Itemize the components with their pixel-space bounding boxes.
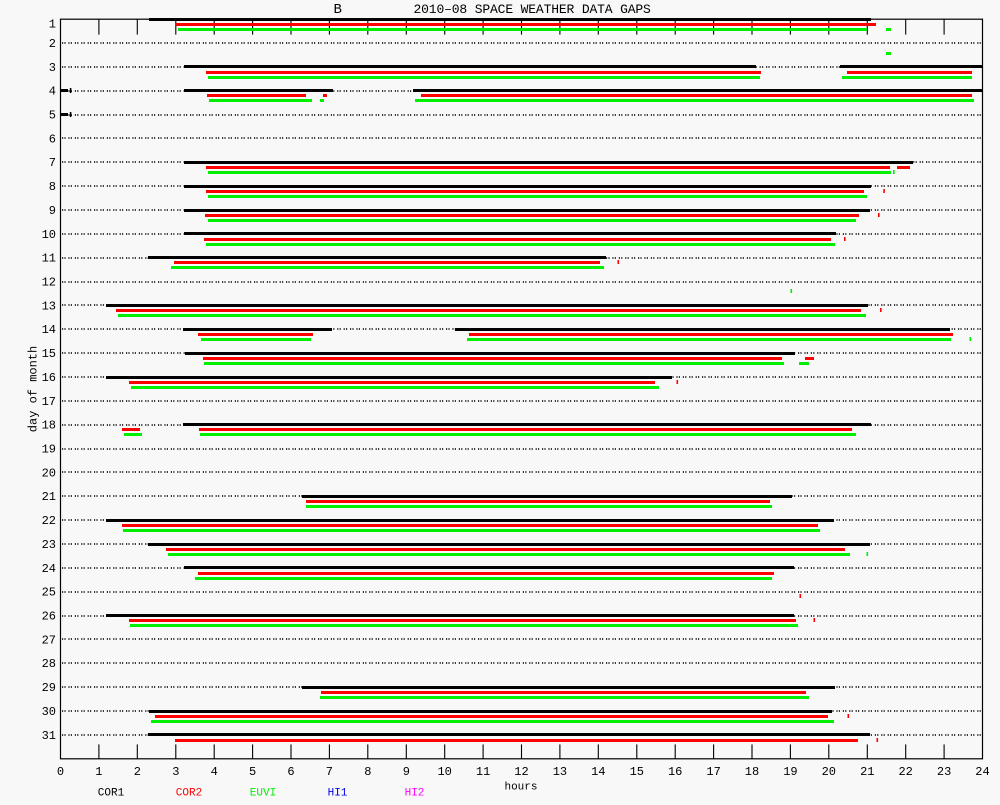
svg-text:7: 7 bbox=[49, 156, 56, 170]
svg-text:COR1: COR1 bbox=[98, 787, 125, 799]
svg-text:17: 17 bbox=[42, 395, 56, 409]
svg-text:9: 9 bbox=[49, 204, 56, 218]
svg-text:26: 26 bbox=[42, 610, 56, 624]
svg-text:4: 4 bbox=[49, 85, 56, 99]
svg-text:2010–08 SPACE WEATHER DATA GAP: 2010–08 SPACE WEATHER DATA GAPS bbox=[414, 2, 652, 17]
svg-text:3: 3 bbox=[49, 61, 56, 75]
svg-text:21: 21 bbox=[860, 765, 874, 779]
svg-text:14: 14 bbox=[591, 765, 605, 779]
svg-text:COR2: COR2 bbox=[176, 787, 202, 799]
svg-text:11: 11 bbox=[476, 765, 490, 779]
svg-text:6: 6 bbox=[49, 132, 56, 146]
svg-text:25: 25 bbox=[42, 586, 56, 600]
svg-text:17: 17 bbox=[706, 765, 720, 779]
svg-text:20: 20 bbox=[822, 765, 836, 779]
svg-text:12: 12 bbox=[42, 276, 56, 290]
svg-text:5: 5 bbox=[49, 109, 56, 123]
svg-text:5: 5 bbox=[249, 765, 256, 779]
svg-text:24: 24 bbox=[42, 562, 56, 576]
svg-text:15: 15 bbox=[630, 765, 644, 779]
svg-text:10: 10 bbox=[437, 765, 451, 779]
svg-text:HI1: HI1 bbox=[328, 787, 348, 799]
svg-text:18: 18 bbox=[745, 765, 759, 779]
svg-text:6: 6 bbox=[287, 765, 294, 779]
svg-text:11: 11 bbox=[42, 252, 56, 266]
svg-text:23: 23 bbox=[937, 765, 951, 779]
svg-text:20: 20 bbox=[42, 466, 56, 480]
svg-text:day of month: day of month bbox=[27, 346, 41, 432]
svg-text:7: 7 bbox=[326, 765, 333, 779]
svg-text:28: 28 bbox=[42, 657, 56, 671]
svg-text:0: 0 bbox=[57, 765, 64, 779]
svg-text:2: 2 bbox=[134, 765, 141, 779]
svg-text:hours: hours bbox=[504, 782, 537, 794]
svg-text:13: 13 bbox=[553, 765, 567, 779]
svg-text:8: 8 bbox=[49, 180, 56, 194]
svg-text:9: 9 bbox=[403, 765, 410, 779]
svg-text:16: 16 bbox=[42, 371, 56, 385]
svg-text:13: 13 bbox=[42, 299, 56, 313]
svg-text:22: 22 bbox=[898, 765, 912, 779]
svg-text:8: 8 bbox=[364, 765, 371, 779]
svg-text:16: 16 bbox=[668, 765, 682, 779]
svg-text:19: 19 bbox=[783, 765, 797, 779]
svg-text:19: 19 bbox=[42, 443, 56, 457]
svg-text:HI2: HI2 bbox=[405, 787, 425, 799]
svg-text:3: 3 bbox=[172, 765, 179, 779]
svg-text:B: B bbox=[334, 2, 342, 18]
svg-text:10: 10 bbox=[42, 228, 56, 242]
svg-text:EUVI: EUVI bbox=[250, 787, 276, 799]
svg-text:29: 29 bbox=[42, 681, 56, 695]
svg-text:30: 30 bbox=[42, 705, 56, 719]
svg-text:22: 22 bbox=[42, 514, 56, 528]
svg-text:1: 1 bbox=[49, 17, 56, 31]
svg-text:24: 24 bbox=[975, 765, 989, 779]
svg-text:1: 1 bbox=[95, 765, 102, 779]
svg-text:27: 27 bbox=[42, 633, 56, 647]
svg-text:31: 31 bbox=[42, 729, 56, 743]
svg-text:23: 23 bbox=[42, 538, 56, 552]
svg-text:18: 18 bbox=[42, 419, 56, 433]
svg-text:21: 21 bbox=[42, 490, 56, 504]
svg-text:12: 12 bbox=[514, 765, 528, 779]
svg-text:2: 2 bbox=[49, 37, 56, 51]
svg-text:4: 4 bbox=[211, 765, 218, 779]
svg-text:14: 14 bbox=[42, 323, 56, 337]
svg-text:15: 15 bbox=[42, 347, 56, 361]
